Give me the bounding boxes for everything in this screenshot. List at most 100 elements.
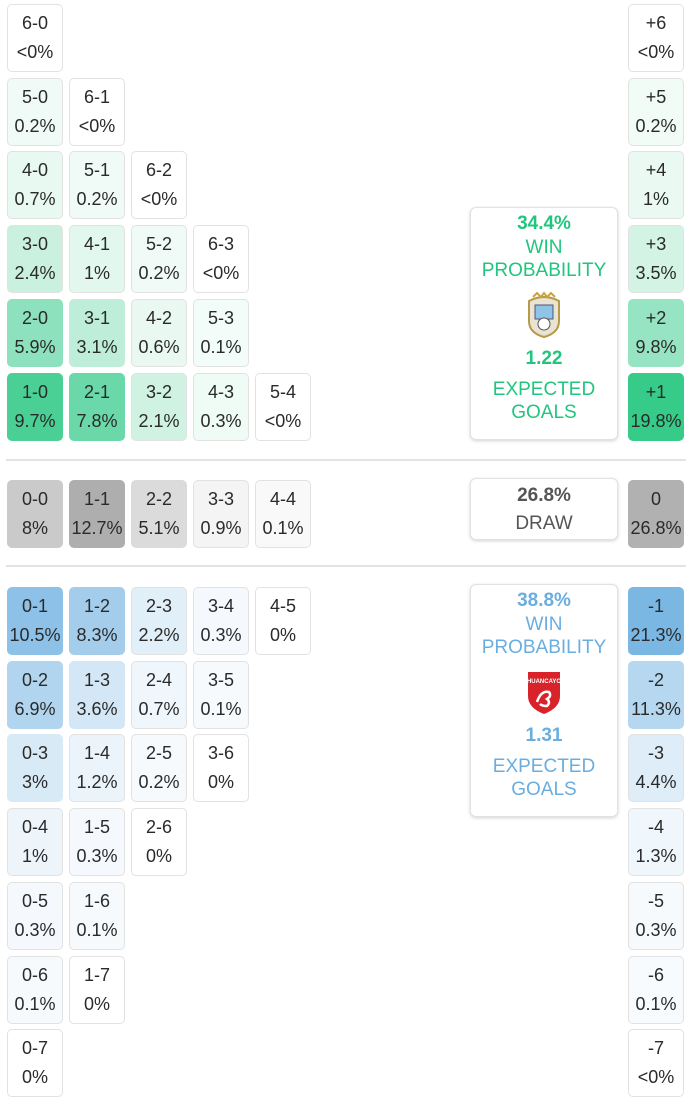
score-cell-home: 4-3 0.3% — [193, 373, 249, 441]
score-cell-away: 0-1 10.5% — [7, 587, 63, 655]
score-label: 6-0 — [21, 13, 48, 33]
probability-label: 0.3% — [14, 920, 56, 940]
away-xg-label-1: EXPECTED — [492, 756, 596, 777]
score-cell-away: 0-6 0.1% — [7, 956, 63, 1024]
score-cell-away: 3-4 0.3% — [193, 587, 249, 655]
score-label: +3 — [645, 234, 667, 254]
probability-label: 2.1% — [138, 411, 180, 431]
score-label: 3-0 — [21, 234, 48, 254]
probability-label: 1.2% — [76, 772, 118, 792]
score-cell-away: 2-6 0% — [131, 808, 187, 876]
score-label: 5-4 — [269, 382, 296, 402]
probability-label: 7.8% — [76, 411, 118, 431]
score-label: 0-3 — [21, 743, 48, 763]
score-label: 3-2 — [145, 382, 172, 402]
score-label: 4-0 — [21, 160, 48, 180]
probability-label: 0.2% — [76, 189, 118, 209]
score-label: +1 — [645, 382, 667, 402]
score-label: -7 — [647, 1038, 664, 1058]
probability-label: <0% — [140, 189, 178, 209]
away-expected-goals: 1.31 — [525, 725, 563, 746]
score-cell-away: 1-3 3.6% — [69, 661, 125, 729]
score-label: 6-1 — [83, 87, 110, 107]
margin-cell-away: -6 0.1% — [628, 956, 684, 1024]
score-label: 3-5 — [207, 670, 234, 690]
margin-cell-away: -1 21.3% — [628, 587, 684, 655]
probability-label: 1% — [83, 263, 110, 283]
home-team-card: 34.4% WIN PROBABILITY 1.22 EXPECTED GOAL… — [470, 207, 618, 440]
home-win-percent: 34.4% — [517, 213, 571, 234]
probability-label: 0.1% — [200, 337, 242, 357]
score-cell-away: 1-2 8.3% — [69, 587, 125, 655]
score-cell-home: 2-0 5.9% — [7, 299, 63, 367]
score-label: 4-5 — [269, 596, 296, 616]
score-cell-draw: 3-3 0.9% — [193, 480, 249, 548]
score-label: 5-0 — [21, 87, 48, 107]
probability-label: 0.1% — [14, 994, 56, 1014]
probability-label: 0.1% — [200, 699, 242, 719]
score-cell-home: 3-2 2.1% — [131, 373, 187, 441]
score-label: 6-2 — [145, 160, 172, 180]
score-label: 4-2 — [145, 308, 172, 328]
probability-label: 3.1% — [76, 337, 118, 357]
score-label: 5-3 — [207, 308, 234, 328]
score-label: 0 — [650, 489, 661, 509]
score-cell-home: 3-1 3.1% — [69, 299, 125, 367]
probability-label: 0.2% — [635, 116, 677, 136]
probability-label: 2.4% — [14, 263, 56, 283]
score-cell-away: 2-4 0.7% — [131, 661, 187, 729]
probability-label: 8.3% — [76, 625, 118, 645]
probability-label: 5.1% — [138, 518, 180, 538]
probability-label: <0% — [16, 42, 54, 62]
score-cell-draw: 2-2 5.1% — [131, 480, 187, 548]
probability-label: 21.3% — [630, 625, 682, 645]
score-cell-draw: 4-4 0.1% — [255, 480, 311, 548]
home-win-label-2: PROBABILITY — [481, 260, 607, 281]
probability-label: 0.2% — [138, 772, 180, 792]
margin-cell-home: +3 3.5% — [628, 225, 684, 293]
margin-cell-home: +4 1% — [628, 151, 684, 219]
away-team-card: 38.8% WIN PROBABILITY HUANCAYO 1.31 EXPE… — [470, 584, 618, 817]
score-label: 0-5 — [21, 891, 48, 911]
score-cell-home: 4-0 0.7% — [7, 151, 63, 219]
score-cell-away: 0-4 1% — [7, 808, 63, 876]
score-cell-away: 3-6 0% — [193, 734, 249, 802]
probability-label: 0.9% — [200, 518, 242, 538]
score-label: 2-4 — [145, 670, 172, 690]
score-label: 1-6 — [83, 891, 110, 911]
score-cell-away: 0-2 6.9% — [7, 661, 63, 729]
score-label: 2-5 — [145, 743, 172, 763]
margin-cell-home: +2 9.8% — [628, 299, 684, 367]
probability-label: 0.1% — [76, 920, 118, 940]
score-cell-away: 4-5 0% — [255, 587, 311, 655]
probability-label: 10.5% — [9, 625, 61, 645]
home-expected-goals: 1.22 — [525, 348, 563, 369]
probability-label: <0% — [202, 263, 240, 283]
home-team-crest-icon — [528, 291, 560, 339]
score-label: 3-4 — [207, 596, 234, 616]
probability-label: 0% — [83, 994, 110, 1014]
margin-cell-away: -4 1.3% — [628, 808, 684, 876]
probability-label: 0.3% — [200, 411, 242, 431]
margin-cell-away: -7 <0% — [628, 1029, 684, 1097]
score-label: -3 — [647, 743, 664, 763]
score-cell-away: 1-6 0.1% — [69, 882, 125, 950]
score-cell-away: 1-4 1.2% — [69, 734, 125, 802]
score-label: 2-6 — [145, 817, 172, 837]
away-xg-label-2: GOALS — [511, 779, 577, 800]
score-label: 6-3 — [207, 234, 234, 254]
score-label: +5 — [645, 87, 667, 107]
probability-label: 0.2% — [14, 116, 56, 136]
score-label: -5 — [647, 891, 664, 911]
score-label: 0-4 — [21, 817, 48, 837]
probability-label: 0% — [21, 1067, 48, 1087]
score-label: +6 — [645, 13, 667, 33]
probability-label: 0.7% — [138, 699, 180, 719]
score-cell-home: 5-3 0.1% — [193, 299, 249, 367]
score-cell-home: 1-0 9.7% — [7, 373, 63, 441]
score-label: 1-3 — [83, 670, 110, 690]
score-label: 0-1 — [21, 596, 48, 616]
score-cell-home: 4-1 1% — [69, 225, 125, 293]
margin-cell-away: -3 4.4% — [628, 734, 684, 802]
probability-label: 0.1% — [262, 518, 304, 538]
